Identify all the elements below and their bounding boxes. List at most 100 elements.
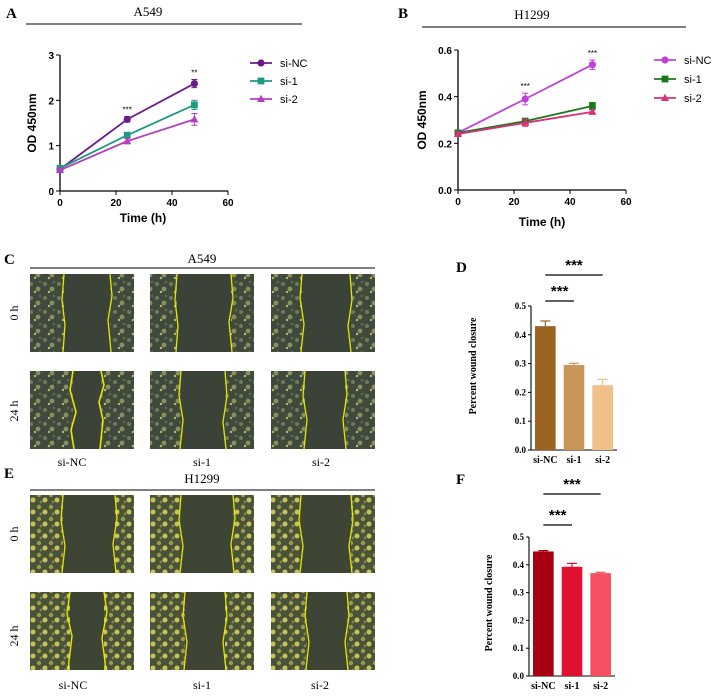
chart-b-legend-label: si-1	[684, 74, 702, 86]
chart-f-significance-label: ***	[563, 476, 581, 493]
micrograph-e-si2-0h	[271, 494, 375, 574]
chart-a-point-si-NC	[190, 79, 198, 88]
wound-c-title: A549	[188, 251, 217, 266]
chart-a-xlabel: Time (h)	[120, 211, 166, 225]
chart-a-x-tick-label: 20	[110, 198, 122, 209]
chart-b-x-tick-label: 0	[455, 197, 461, 208]
chart-a-point-si-2	[123, 136, 132, 145]
chart-b-legend-label: si-2	[684, 93, 702, 105]
wound-e-label-si1: si-1	[193, 678, 211, 692]
chart-a-legend-label: si-NC	[280, 58, 308, 70]
chart-b-legend-marker	[661, 93, 669, 101]
chart-b-y-tick-label: 0.6	[438, 46, 452, 57]
panel-letter-e: E	[4, 466, 14, 482]
chart-a-point-si-1	[191, 101, 198, 109]
chart-b-ylabel: OD 450nm	[415, 90, 429, 149]
chart-d-significance-label: ***	[565, 257, 583, 274]
chart-b-xlabel: Time (h)	[519, 215, 565, 229]
chart-f-bar-si-1	[561, 566, 583, 676]
chart-f-y-tick-label: 0.1	[513, 643, 525, 653]
chart-b-x-tick-label: 40	[564, 197, 576, 208]
chart-f-y-tick-label: 0.2	[513, 615, 525, 625]
chart-b-point-si-NC	[521, 95, 529, 103]
chart-d-bar-si-2	[592, 385, 613, 450]
wound-panel-c: A549 0 h 24 h	[7, 251, 375, 469]
chart-d-y-tick-label: 0.5	[515, 301, 527, 311]
chart-f-ylabel: Percent wound closure	[484, 554, 495, 651]
panel-letter-f: F	[456, 472, 465, 488]
chart-f-bar-si-NC	[533, 551, 554, 676]
micrograph-e-si1-24h	[150, 591, 254, 671]
chart-b-significance: ***	[521, 82, 530, 91]
chart-d-y-tick-label: 0.0	[515, 445, 527, 455]
chart-d-significance-label: ***	[551, 283, 569, 300]
chart-a-ylabel: OD 450nm	[25, 93, 39, 152]
wound-c-label-si1: si-1	[193, 455, 211, 469]
chart-a-y-tick-label: 1	[48, 142, 54, 153]
chart-b-x-tick-label: 60	[620, 197, 632, 208]
chart-b-y-tick-label: 0.0	[438, 186, 452, 197]
micrograph-e-si2-24h	[271, 591, 375, 671]
panel-letter-b: B	[398, 6, 408, 22]
micrograph-c-si1-24h	[150, 370, 254, 450]
chart-d-category-label: si-NC	[533, 455, 557, 466]
micrograph-c-si2-0h	[271, 273, 375, 353]
micrograph-c-sinc-0h	[30, 273, 134, 353]
panel-letter-d: D	[456, 260, 467, 276]
chart-a-series-line-si-2	[59, 118, 195, 171]
chart-f-y-tick-label: 0.0	[513, 671, 525, 681]
chart-d-y-tick-label: 0.2	[515, 387, 527, 397]
chart-b: H1299 OD 450nm Time (h) 0.0 0.2 0.4 0.6 0 20 4…	[415, 7, 712, 229]
chart-d-bar-si-NC	[535, 326, 556, 450]
chart-f-y-tick-label: 0.5	[513, 532, 525, 542]
chart-a: A549 OD 450nm Time (h) 0 1 2 3 0 20 40 60 si-NC s…	[25, 4, 308, 225]
chart-f-category-label: si-NC	[531, 681, 555, 692]
chart-a-y-tick-label: 2	[48, 96, 54, 107]
chart-d-category-label: si-2	[595, 455, 610, 466]
chart-a-point-si-2	[56, 165, 64, 174]
chart-f-y-tick-label: 0.4	[513, 560, 525, 570]
chart-a-x-tick-label: 40	[166, 198, 178, 209]
chart-b-x-tick-label: 20	[508, 197, 520, 208]
chart-a-significance: **	[191, 68, 197, 77]
panel-letter-c: C	[4, 252, 15, 268]
chart-b-point-si-2	[588, 107, 597, 115]
chart-b-point-si-1	[589, 102, 596, 110]
chart-f-bar-si-2	[590, 573, 611, 676]
chart-a-y-tick-label: 3	[48, 51, 54, 62]
chart-f: Percent wound closure 0.0 0.1 0.2 0.3 0.4 0.5…	[484, 476, 615, 692]
chart-a-legend-label: si-1	[280, 76, 298, 88]
micrograph-e-sinc-24h	[30, 591, 134, 671]
chart-d-category-label: si-1	[567, 455, 582, 466]
chart-b-title: H1299	[514, 7, 549, 22]
wound-c-row-0h: 0 h	[7, 306, 21, 321]
chart-f-y-tick-label: 0.3	[513, 588, 525, 598]
chart-f-category-label: si-1	[565, 681, 580, 692]
micrograph-c-sinc-24h	[30, 370, 134, 450]
wound-c-label-si2: si-2	[312, 455, 330, 469]
chart-b-point-si-2	[521, 118, 530, 126]
chart-a-legend-marker	[257, 77, 265, 85]
chart-f-significance-label: ***	[549, 507, 567, 524]
chart-b-significance: ***	[588, 49, 597, 58]
micrograph-c-si2-24h	[271, 370, 375, 450]
wound-e-row-24h: 24 h	[7, 626, 21, 647]
wound-c-label-sinc: si-NC	[58, 455, 87, 469]
chart-a-x-tick-label: 60	[222, 198, 234, 209]
wound-e-title: H1299	[184, 471, 219, 486]
chart-b-point-si-NC	[588, 61, 597, 69]
chart-a-significance: ***	[123, 106, 132, 115]
chart-d: Percent wound closure 0.0 0.1 0.2 0.3 0.4 0.5…	[468, 257, 617, 466]
wound-c-row-24h: 24 h	[7, 401, 21, 422]
chart-a-legend-marker	[257, 59, 265, 67]
chart-b-legend-marker	[661, 56, 669, 64]
chart-d-y-tick-label: 0.1	[515, 416, 527, 426]
wound-e-label-si2: si-2	[311, 678, 329, 692]
chart-a-y-tick-label: 0	[48, 187, 54, 198]
chart-d-bar-si-1	[563, 365, 585, 450]
chart-b-legend-marker	[661, 75, 669, 83]
wound-panel-e: H1299 0 h 24 h	[7, 471, 375, 692]
chart-b-y-tick-label: 0.2	[438, 139, 452, 150]
chart-d-y-tick-label: 0.4	[515, 330, 527, 340]
